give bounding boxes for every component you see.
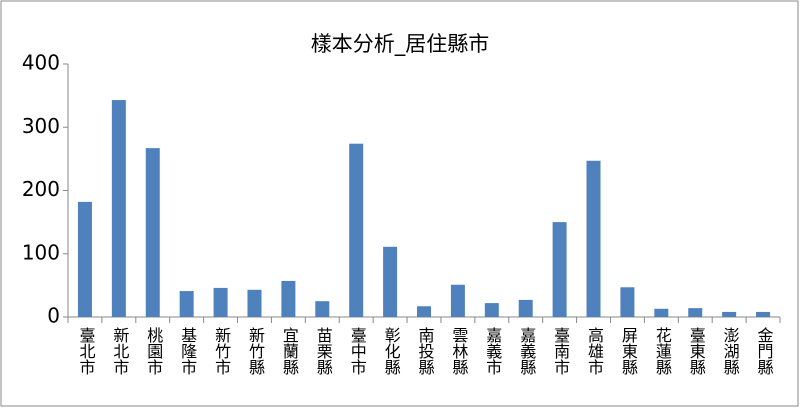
bar [383, 246, 398, 317]
x-tick-label: 南投縣 [416, 327, 435, 375]
bar [688, 308, 703, 317]
x-tick-label: 臺東縣 [687, 327, 706, 375]
x-tick-label: 彰化縣 [382, 326, 401, 375]
bar [281, 280, 296, 317]
x-tick-label: 桃園市 [144, 327, 163, 375]
bar [620, 287, 635, 317]
y-tick-label: 300 [22, 114, 60, 138]
chart-title: 樣本分析_居住縣市 [311, 32, 490, 57]
x-tick-label: 宜蘭縣 [280, 327, 299, 375]
bar [654, 308, 669, 317]
bar [349, 143, 364, 317]
y-tick-label: 0 [47, 304, 60, 328]
bar [111, 100, 126, 318]
x-tick-label: 苗栗縣 [314, 327, 333, 375]
x-tick-label: 花蓮縣 [653, 327, 672, 375]
x-tick-label: 新竹市 [212, 327, 231, 375]
bar [315, 301, 330, 317]
bar [484, 303, 499, 317]
bar [756, 311, 771, 317]
y-tick-label: 100 [22, 240, 60, 264]
y-tick-label: 400 [22, 51, 60, 75]
x-tick-label: 高雄市 [585, 327, 604, 375]
x-tick-label: 基隆市 [178, 327, 197, 375]
x-tick-label: 澎湖縣 [721, 327, 740, 375]
x-tick-label: 雲林縣 [449, 327, 468, 375]
x-tick-label: 新北市 [110, 327, 129, 375]
x-tick-label: 臺中市 [348, 327, 367, 375]
x-tick-label: 嘉義縣 [517, 327, 536, 375]
bar [77, 201, 92, 317]
bar [145, 148, 160, 317]
bar [247, 289, 262, 317]
x-tick-label: 嘉義市 [483, 327, 502, 375]
x-tick-label: 臺北市 [76, 327, 95, 375]
x-tick-label: 新竹縣 [246, 327, 265, 375]
bar [179, 291, 194, 317]
x-tick-label: 屏東縣 [619, 327, 638, 375]
bar [213, 287, 228, 317]
bar [552, 222, 567, 317]
bar [450, 284, 465, 317]
bar [722, 311, 737, 317]
bar [518, 299, 533, 317]
x-tick-label: 金門縣 [755, 327, 774, 375]
x-tick-label: 臺南市 [551, 327, 570, 375]
y-tick-label: 200 [22, 177, 60, 201]
bar [417, 306, 431, 317]
bar [586, 160, 601, 317]
